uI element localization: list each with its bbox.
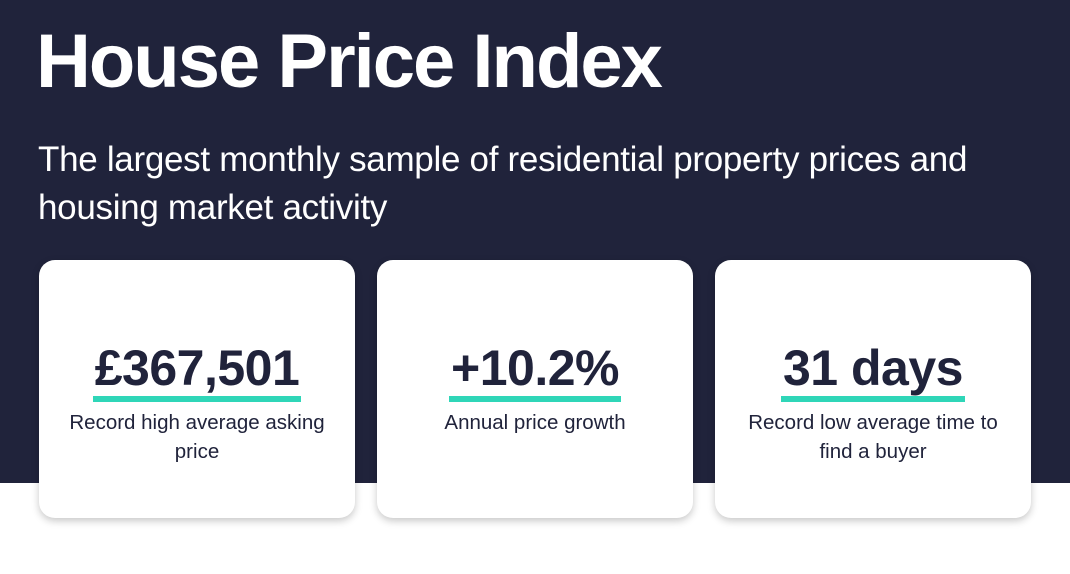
page-title: House Price Index: [36, 19, 663, 104]
stat-card-asking-price: £367,501 Record high average asking pric…: [39, 260, 355, 518]
stat-value-container: £367,501: [39, 340, 355, 402]
stat-card-time-to-sell: 31 days Record low average time to find …: [715, 260, 1031, 518]
stat-value-asking-price: £367,501: [92, 340, 302, 402]
stat-value-time-to-sell: 31 days: [781, 340, 965, 402]
stat-value-container: +10.2%: [377, 340, 693, 402]
stat-label-price-growth: Annual price growth: [444, 411, 626, 434]
stat-label-asking-price: Record high average asking price: [69, 411, 325, 463]
stat-value-price-growth: +10.2%: [449, 340, 621, 402]
stat-value-container: 31 days: [715, 340, 1031, 402]
stat-label-time-to-sell: Record low average time to find a buyer: [748, 411, 998, 463]
page-subtitle: The largest monthly sample of residentia…: [38, 140, 968, 227]
stat-card-price-growth: +10.2% Annual price growth: [377, 260, 693, 518]
stats-cards: £367,501 Record high average asking pric…: [39, 260, 1031, 518]
